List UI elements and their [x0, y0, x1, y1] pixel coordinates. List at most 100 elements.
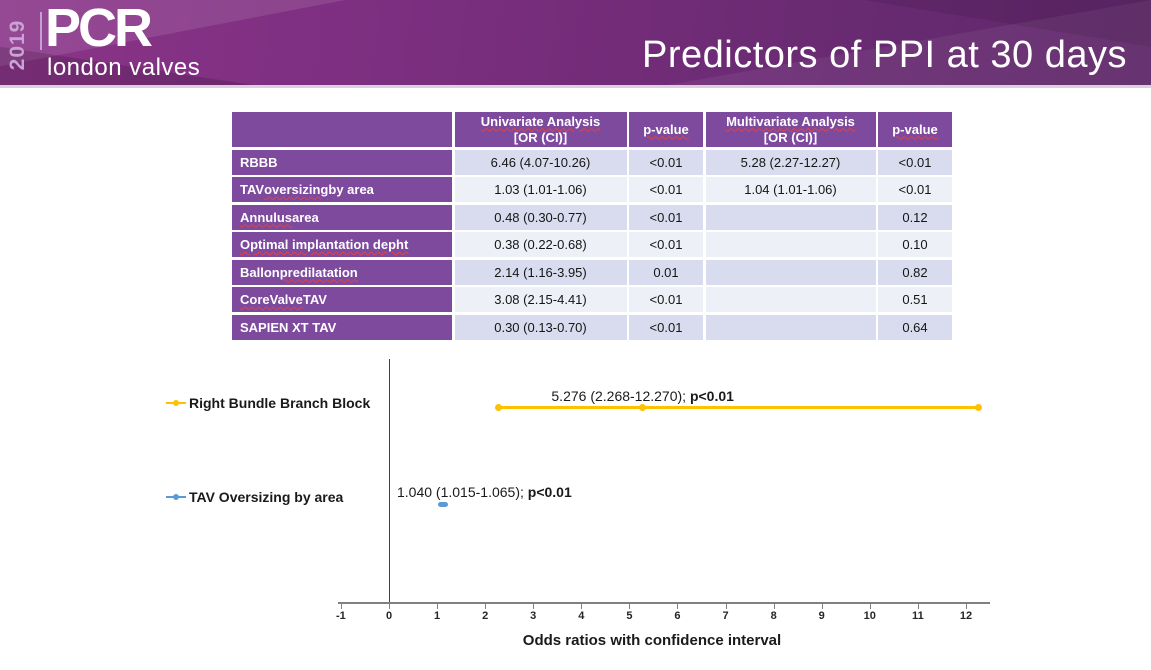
axis-tick-label: 8 [770, 610, 777, 622]
axis-tick-label: 3 [530, 610, 537, 622]
logo-divider [40, 12, 42, 50]
label-text: Ballon [240, 264, 280, 280]
axis-tick [869, 604, 871, 609]
axis-tick [725, 604, 727, 609]
annotation-value: 5.276 (2.268-12.270); [551, 388, 690, 404]
axis-tick-label: 4 [578, 610, 585, 622]
axis-tick [677, 604, 679, 609]
data-cell [705, 204, 876, 230]
axis-tick [340, 604, 342, 609]
axis-tick [629, 604, 631, 609]
axis-tick [389, 604, 390, 609]
row-label-cell: Optimal implantation depht [232, 232, 452, 257]
data-cell: <0.01 [878, 177, 952, 202]
table-header-cell: Multivariate Analysis [OR (CI)] [705, 112, 876, 147]
header-line: Univariate Analysis [480, 113, 601, 129]
row-label-cell: TAV oversizing by area [232, 177, 452, 202]
data-cell: 1.03 (1.01-1.06) [454, 177, 627, 202]
axis-tick [821, 604, 823, 609]
data-cell: 0.64 [878, 314, 952, 340]
ci-marker [975, 403, 983, 411]
label-text: Annulus [240, 209, 292, 225]
table-header-cell: p-value [629, 112, 703, 147]
label-text: Optimal implantation depht [240, 237, 409, 252]
data-cell [705, 287, 876, 312]
axis-tick-label: 7 [722, 610, 729, 622]
axis-tick-label: 2 [482, 610, 489, 622]
table-header-cell [232, 112, 452, 147]
data-cell: 0.48 (0.30-0.77) [454, 204, 627, 230]
axis-tick [437, 604, 439, 609]
ci-line [437, 501, 448, 507]
header-line: [OR (CI)] [763, 129, 818, 145]
data-cell: <0.01 [629, 149, 703, 175]
annotation: 5.276 (2.268-12.270); p<0.01 [551, 388, 734, 404]
axis-tick-label: 9 [818, 610, 825, 622]
label-text: SAPIEN XT TAV [240, 319, 337, 335]
data-cell [705, 259, 876, 285]
table-header-cell: Univariate Analysis [OR (CI)] [454, 112, 627, 147]
axis-tick [485, 604, 487, 609]
data-cell: 6.46 (4.07-10.26) [454, 149, 627, 175]
legend-marker-icon [166, 494, 186, 500]
label-text: oversizing [264, 182, 329, 197]
data-cell: 2.14 (1.16-3.95) [454, 259, 627, 285]
axis-tick-label: 11 [912, 610, 924, 622]
axis-tick-label: 0 [385, 610, 393, 622]
axis-tick [533, 604, 535, 609]
logo-pcr: PCR [45, 0, 153, 58]
data-cell: <0.01 [629, 287, 703, 312]
data-cell: 0.51 [878, 287, 952, 312]
label-text: RBBB [240, 154, 278, 170]
data-cell: <0.01 [878, 149, 952, 175]
row-label-cell: CoreValve TAV [232, 287, 452, 312]
data-cell: <0.01 [629, 232, 703, 257]
row-label-cell: Ballon predilatation [232, 259, 452, 285]
axis-tick [581, 604, 583, 609]
label-text: predilatation [279, 264, 358, 280]
header-line: p-value [643, 121, 689, 137]
data-cell: 1.04 (1.01-1.06) [705, 177, 876, 202]
data-cell: <0.01 [629, 204, 703, 230]
row-label-cell: Annulus area [232, 204, 452, 230]
data-cell [705, 314, 876, 340]
axis-title: Odds ratios with confidence interval [522, 632, 782, 649]
annotation-pvalue: p<0.01 [689, 388, 734, 404]
data-cell: <0.01 [629, 177, 703, 202]
axis-tick-label: 12 [959, 610, 973, 622]
label-text: by area [328, 182, 374, 197]
row-label-cell: RBBB [232, 149, 452, 175]
legend-label: Right Bundle Branch Block [189, 395, 371, 411]
slide-header: 2019 PCR london valves Predictors of PPI… [0, 0, 1151, 88]
label-text: TAV [240, 182, 265, 197]
legend-marker-icon [166, 400, 186, 406]
header-line: [OR (CI)] [513, 129, 568, 145]
ci-marker [639, 403, 647, 411]
header-line: Multivariate Analysis [726, 113, 855, 129]
data-cell: <0.01 [629, 314, 703, 340]
axis-tick-label: 1 [434, 610, 441, 622]
annotation-pvalue: p<0.01 [527, 484, 572, 500]
label-text: CoreValve [240, 292, 303, 307]
data-cell: 5.28 (2.27-12.27) [705, 149, 876, 175]
legend-item: TAV Oversizing by area [166, 489, 343, 505]
data-cell: 0.30 (0.13-0.70) [454, 314, 627, 340]
page-title: Predictors of PPI at 30 days [641, 34, 1127, 76]
data-cell: 0.01 [629, 259, 703, 285]
axis-tick-label: -1 [336, 610, 346, 622]
legend-item: Right Bundle Branch Block [166, 395, 370, 411]
ci-line [498, 405, 979, 409]
data-cell: 0.12 [878, 204, 952, 230]
header-line: p-value [892, 121, 938, 137]
data-cell: 0.10 [878, 232, 952, 257]
data-cell: 0.82 [878, 259, 952, 285]
logo-subtitle: london valves [47, 54, 201, 81]
axis-tick [965, 604, 967, 609]
row-label-cell: SAPIEN XT TAV [232, 314, 452, 340]
axis-tick [773, 604, 775, 609]
data-cell [705, 232, 876, 257]
plot-x-axis [338, 602, 990, 604]
data-cell: 3.08 (2.15-4.41) [454, 287, 627, 312]
data-cell: 0.38 (0.22-0.68) [454, 232, 627, 257]
axis-tick-label: 6 [674, 610, 681, 622]
